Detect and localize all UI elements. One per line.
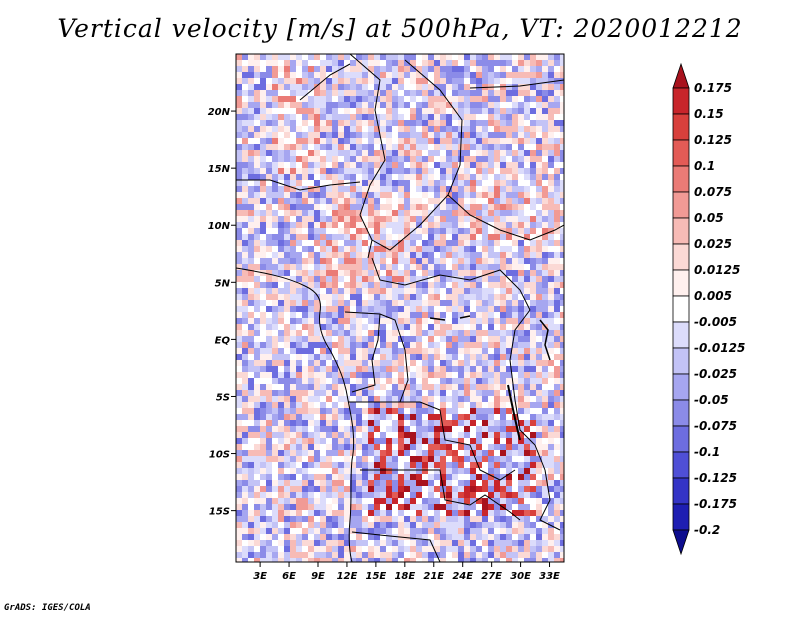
lat-label: 15N [208, 164, 231, 175]
lat-label: 10S [209, 450, 230, 461]
colorbar-bin [672, 503, 690, 531]
lat-label: 10N [208, 221, 231, 232]
border [371, 59, 463, 251]
lon-label: 9E [311, 571, 325, 582]
lake [507, 384, 521, 441]
border [299, 63, 351, 101]
colorbar-label: 0.1 [694, 159, 715, 173]
colorbar-label: -0.175 [694, 497, 737, 511]
colorbar-bin [672, 165, 690, 193]
footer-credit: GrADS: IGES/COLA [4, 603, 91, 613]
colorbar-top-triangle [672, 62, 690, 89]
colorbar-bin [672, 269, 690, 297]
lat-label: 15S [209, 507, 230, 518]
colorbar-bin [672, 321, 690, 349]
map-frame [235, 53, 565, 563]
colorbar-label: 0.125 [694, 133, 732, 147]
colorbar-bin [672, 451, 690, 479]
colorbar-label: -0.125 [694, 471, 737, 485]
colorbar-bin [672, 477, 690, 505]
colorbar-bin [672, 373, 690, 401]
colorbar-bin [672, 191, 690, 219]
colorbar-label: -0.05 [694, 393, 729, 407]
colorbar-label: -0.025 [694, 367, 737, 381]
lon-label: 33E [539, 571, 560, 582]
colorbar-bottom-triangle [672, 529, 690, 556]
colorbar-label: 0.005 [694, 289, 732, 303]
colorbar-label: -0.005 [694, 315, 737, 329]
border [469, 79, 564, 89]
lon-label: 6E [282, 571, 296, 582]
lake [429, 315, 471, 321]
border [344, 311, 409, 403]
colorbar-bin [672, 217, 690, 245]
colorbar-label: 0.025 [694, 237, 732, 251]
lat-label: 5N [215, 278, 231, 289]
colorbar-label: 0.175 [694, 81, 732, 95]
lake [539, 319, 551, 361]
country-borders [236, 54, 564, 562]
border [509, 309, 546, 471]
colorbar-bin [672, 139, 690, 167]
colorbar-bin [672, 399, 690, 427]
border [351, 313, 381, 393]
colorbar-bin [672, 347, 690, 375]
lon-label: 27E [481, 571, 502, 582]
lat-label: 5S [216, 392, 230, 403]
colorbar-bin [672, 295, 690, 323]
colorbar-bin [672, 243, 690, 271]
colorbar-bin [672, 425, 690, 453]
border [539, 469, 561, 531]
lat-label: 20N [208, 107, 231, 118]
colorbar-bin [672, 87, 690, 115]
chart-title: Vertical velocity [m/s] at 500hPa, VT: 2… [57, 14, 743, 43]
colorbar-bin [672, 113, 690, 141]
border [348, 401, 516, 481]
lat-label: EQ [215, 335, 231, 346]
border [236, 179, 361, 191]
border [349, 54, 386, 259]
colorbar-label: -0.075 [694, 419, 737, 433]
lon-label: 18E [394, 571, 415, 582]
border [351, 531, 441, 562]
colorbar-label: -0.0125 [694, 341, 745, 355]
colorbar-label: 0.05 [694, 211, 724, 225]
colorbar-label: -0.2 [694, 523, 720, 537]
lon-label: 30E [510, 571, 531, 582]
coastline [236, 267, 355, 562]
border [360, 469, 521, 521]
colorbar-label: -0.1 [694, 445, 720, 459]
colorbar-label: 0.15 [694, 107, 724, 121]
colorbar-label: 0.0125 [694, 263, 740, 277]
vertical-velocity-field [236, 54, 564, 562]
lon-label: 15E [366, 571, 387, 582]
border [447, 194, 564, 241]
lon-label: 24E [452, 571, 473, 582]
lon-label: 21E [423, 571, 444, 582]
lon-label: 3E [253, 571, 267, 582]
border [371, 257, 531, 311]
colorbar-label: 0.075 [694, 185, 732, 199]
lon-label: 12E [337, 571, 358, 582]
